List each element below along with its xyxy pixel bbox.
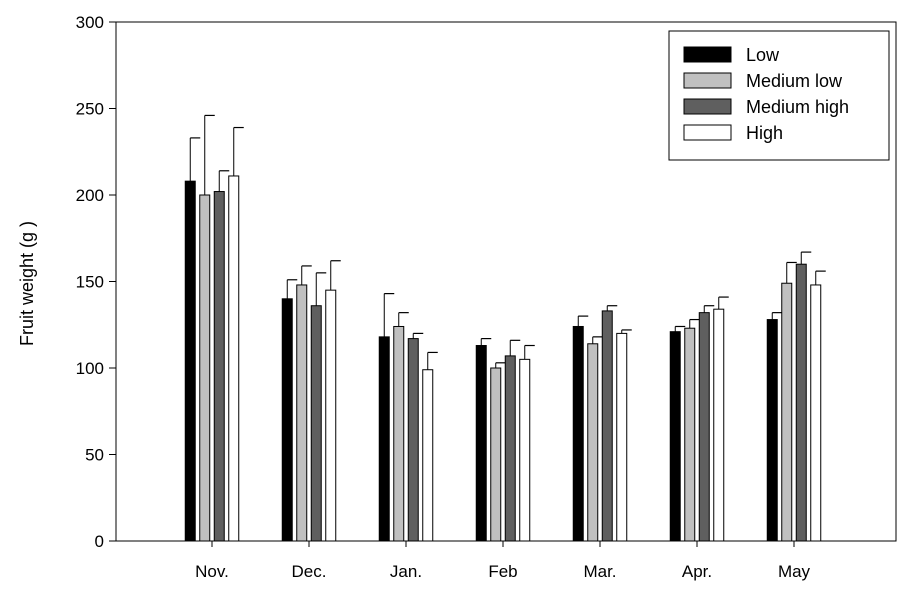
bar <box>199 194 211 542</box>
bar <box>281 298 293 542</box>
legend-swatch <box>683 72 732 89</box>
y-tick-label: 200 <box>76 186 104 205</box>
bar <box>310 305 322 542</box>
bar <box>616 332 628 542</box>
y-tick-label: 100 <box>76 359 104 378</box>
bar <box>228 175 240 542</box>
bar <box>781 282 793 542</box>
x-tick-label: Nov. <box>195 562 229 581</box>
y-axis-title: Fruit weight (g ) <box>17 221 37 346</box>
bar <box>587 343 599 542</box>
x-tick-label: Mar. <box>583 562 616 581</box>
bar <box>572 325 584 542</box>
bar <box>184 180 196 542</box>
bar <box>378 336 390 542</box>
bar <box>393 325 405 542</box>
bar <box>504 355 516 542</box>
legend-label: Medium high <box>746 97 849 117</box>
legend-label: Medium low <box>746 71 843 91</box>
legend-label: Low <box>746 45 780 65</box>
legend-swatch <box>683 124 732 141</box>
bar <box>325 289 337 542</box>
bar <box>519 358 531 542</box>
bar <box>475 345 487 542</box>
y-tick-label: 50 <box>85 446 104 465</box>
x-tick-label: May <box>778 562 811 581</box>
bar <box>698 312 710 542</box>
bar <box>713 308 725 542</box>
bar <box>795 263 807 542</box>
y-tick-label: 250 <box>76 100 104 119</box>
bar <box>669 331 681 542</box>
legend-swatch <box>683 98 732 115</box>
bar <box>296 284 308 542</box>
bar <box>422 369 434 542</box>
bar <box>601 310 613 542</box>
legend-swatch <box>683 46 732 63</box>
bar <box>490 367 502 542</box>
y-tick-label: 0 <box>95 532 104 551</box>
x-tick-label: Apr. <box>682 562 712 581</box>
legend-label: High <box>746 123 783 143</box>
x-tick-label: Dec. <box>292 562 327 581</box>
bar <box>213 191 225 542</box>
bar <box>766 319 778 542</box>
y-tick-label: 300 <box>76 13 104 32</box>
x-tick-label: Feb <box>488 562 517 581</box>
x-tick-label: Jan. <box>390 562 422 581</box>
y-tick-label: 150 <box>76 273 104 292</box>
bar <box>407 338 419 542</box>
bar <box>810 284 822 542</box>
bar <box>684 327 696 542</box>
